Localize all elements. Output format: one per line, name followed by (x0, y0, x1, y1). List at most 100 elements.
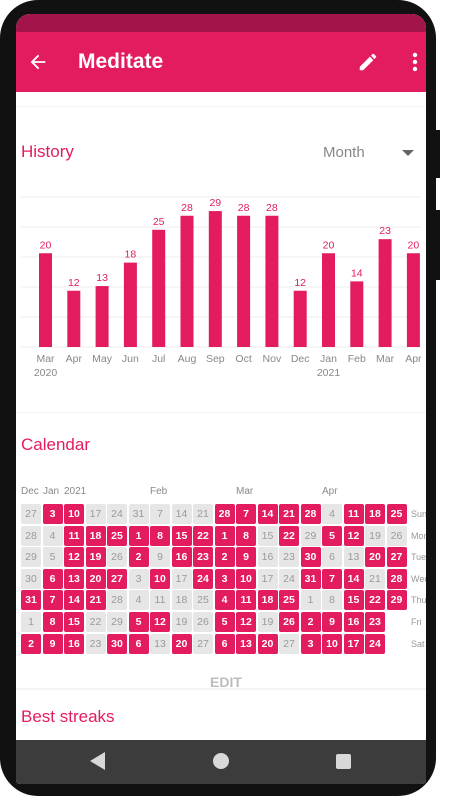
calendar-day-cell[interactable]: 21 (85, 590, 106, 611)
calendar-day-cell[interactable]: 14 (257, 504, 278, 524)
calendar-day-cell[interactable]: 18 (257, 590, 278, 611)
calendar-day-cell[interactable]: 8 (42, 612, 63, 632)
calendar-day-cell[interactable]: 19 (85, 547, 106, 568)
calendar-day-cell[interactable]: 27 (386, 547, 407, 568)
calendar-day-cell[interactable]: 19 (365, 525, 385, 546)
period-dropdown[interactable]: Month (316, 143, 422, 165)
calendar-day-cell[interactable]: 4 (42, 525, 63, 546)
calendar-day-cell[interactable]: 6 (322, 547, 342, 568)
calendar-day-cell[interactable]: 24 (193, 568, 213, 589)
calendar-day-cell[interactable]: 16 (171, 547, 192, 568)
calendar-day-cell[interactable]: 9 (150, 547, 170, 568)
edit-habit-button[interactable] (350, 44, 386, 80)
calendar-day-cell[interactable]: 20 (171, 633, 192, 654)
calendar-day-cell[interactable]: 24 (107, 504, 127, 524)
calendar-day-cell[interactable]: 13 (64, 568, 84, 589)
calendar-day-cell[interactable]: 12 (343, 525, 364, 546)
calendar-day-cell[interactable]: 6 (42, 568, 63, 589)
calendar-day-cell[interactable]: 22 (365, 590, 385, 611)
calendar-day-cell[interactable]: 2 (300, 612, 321, 632)
calendar-day-cell[interactable]: 7 (42, 590, 63, 611)
calendar-day-cell[interactable]: 3 (128, 568, 149, 589)
calendar-day-cell[interactable]: 25 (386, 504, 407, 524)
calendar-day-cell[interactable]: 19 (171, 612, 192, 632)
calendar-day-cell[interactable]: 28 (300, 504, 321, 524)
calendar-day-cell[interactable]: 1 (214, 525, 235, 546)
calendar-day-cell[interactable]: 28 (21, 525, 41, 546)
edit-calendar-button[interactable]: EDIT (210, 674, 242, 690)
calendar-day-cell[interactable]: 28 (386, 568, 407, 589)
calendar-day-cell[interactable]: 30 (107, 633, 127, 654)
calendar-day-cell[interactable]: 22 (279, 525, 299, 546)
calendar-day-cell[interactable]: 29 (300, 525, 321, 546)
calendar-day-cell[interactable]: 8 (236, 525, 256, 546)
calendar-day-cell[interactable]: 2 (128, 547, 149, 568)
calendar-day-cell[interactable]: 30 (21, 568, 41, 589)
calendar-day-cell[interactable]: 11 (150, 590, 170, 611)
calendar-day-cell[interactable]: 5 (322, 525, 342, 546)
calendar-day-cell[interactable]: 16 (343, 612, 364, 632)
calendar-day-cell[interactable]: 12 (64, 547, 84, 568)
calendar-day-cell[interactable]: 31 (128, 504, 149, 524)
calendar-day-cell[interactable]: 1 (128, 525, 149, 546)
calendar-day-cell[interactable]: 29 (386, 590, 407, 611)
calendar-day-cell[interactable]: 13 (236, 633, 256, 654)
calendar-day-cell[interactable]: 21 (365, 568, 385, 589)
calendar-day-cell[interactable]: 1 (21, 612, 41, 632)
calendar-day-cell[interactable]: 29 (107, 612, 127, 632)
calendar-day-cell[interactable]: 27 (21, 504, 41, 524)
more-options-button[interactable] (404, 44, 426, 80)
calendar-day-cell[interactable]: 19 (257, 612, 278, 632)
calendar-day-cell[interactable]: 6 (214, 633, 235, 654)
calendar-day-cell[interactable]: 7 (322, 568, 342, 589)
calendar-day-cell[interactable]: 23 (279, 547, 299, 568)
calendar-day-cell[interactable]: 15 (343, 590, 364, 611)
calendar-day-cell[interactable]: 4 (128, 590, 149, 611)
calendar-day-cell[interactable]: 18 (171, 590, 192, 611)
calendar-day-cell[interactable]: 27 (107, 568, 127, 589)
calendar-day-cell[interactable]: 3 (300, 633, 321, 654)
calendar-day-cell[interactable]: 8 (150, 525, 170, 546)
nav-home-button[interactable] (213, 753, 229, 769)
calendar-day-cell[interactable]: 5 (128, 612, 149, 632)
calendar-day-cell[interactable]: 20 (365, 547, 385, 568)
calendar-day-cell[interactable]: 2 (21, 633, 41, 654)
calendar-day-cell[interactable]: 27 (193, 633, 213, 654)
calendar-day-cell[interactable]: 26 (279, 612, 299, 632)
nav-recents-button[interactable] (336, 754, 351, 769)
calendar-day-cell[interactable]: 16 (257, 547, 278, 568)
calendar-day-cell[interactable]: 17 (171, 568, 192, 589)
calendar-day-cell[interactable]: 13 (343, 547, 364, 568)
calendar-day-cell[interactable]: 28 (214, 504, 235, 524)
calendar-day-cell[interactable]: 15 (64, 612, 84, 632)
calendar-day-cell[interactable]: 3 (42, 504, 63, 524)
calendar-day-cell[interactable]: 12 (236, 612, 256, 632)
calendar-day-cell[interactable]: 14 (343, 568, 364, 589)
calendar-day-cell[interactable]: 28 (107, 590, 127, 611)
calendar-day-cell[interactable]: 17 (85, 504, 106, 524)
calendar-day-cell[interactable]: 31 (21, 590, 41, 611)
calendar-day-cell[interactable]: 15 (171, 525, 192, 546)
calendar-day-cell[interactable]: 23 (85, 633, 106, 654)
calendar-day-cell[interactable]: 26 (193, 612, 213, 632)
calendar-day-cell[interactable]: 21 (279, 504, 299, 524)
calendar-day-cell[interactable]: 14 (171, 504, 192, 524)
calendar-day-cell[interactable]: 22 (85, 612, 106, 632)
calendar-day-cell[interactable]: 11 (64, 525, 84, 546)
calendar-day-cell[interactable]: 22 (193, 525, 213, 546)
calendar-day-cell[interactable]: 21 (193, 504, 213, 524)
calendar-day-cell[interactable]: 4 (322, 504, 342, 524)
calendar-day-cell[interactable]: 7 (236, 504, 256, 524)
calendar-day-cell[interactable]: 20 (257, 633, 278, 654)
calendar-day-cell[interactable]: 6 (128, 633, 149, 654)
calendar-day-cell[interactable]: 5 (42, 547, 63, 568)
calendar-day-cell[interactable]: 11 (236, 590, 256, 611)
calendar-day-cell[interactable]: 13 (150, 633, 170, 654)
calendar-day-cell[interactable]: 11 (343, 504, 364, 524)
calendar-day-cell[interactable]: 17 (343, 633, 364, 654)
calendar-day-cell[interactable]: 1 (300, 590, 321, 611)
calendar-day-cell[interactable]: 7 (150, 504, 170, 524)
calendar-day-cell[interactable]: 30 (300, 547, 321, 568)
calendar-day-cell[interactable]: 31 (300, 568, 321, 589)
nav-back-button[interactable] (90, 752, 105, 770)
